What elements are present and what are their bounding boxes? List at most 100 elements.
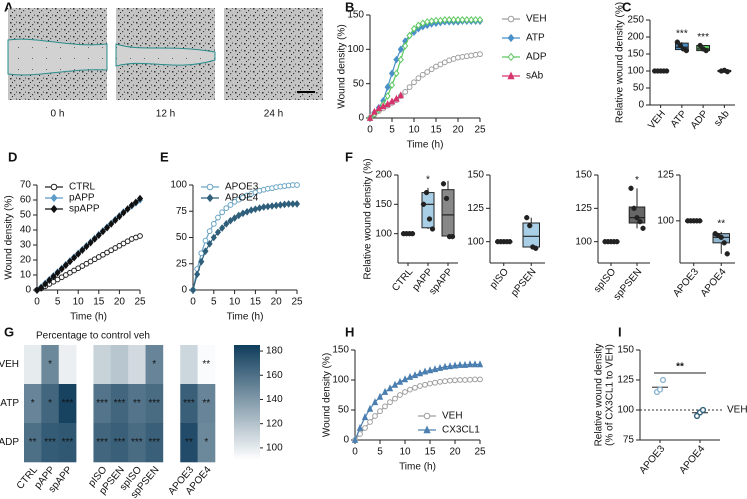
x-tick-label: 25 <box>474 125 486 136</box>
y-tick-label: 150 <box>375 199 392 210</box>
heat-cell <box>110 423 129 463</box>
marker <box>421 367 429 375</box>
marker <box>33 286 41 294</box>
legend-label: pAPP <box>69 193 95 204</box>
marker <box>384 92 391 100</box>
marker <box>431 365 439 373</box>
marker <box>507 33 515 43</box>
x-tick-label: 15 <box>93 297 105 308</box>
heat-cell <box>41 345 60 385</box>
marker <box>189 286 197 294</box>
row-label: ATP <box>0 398 19 409</box>
marker <box>467 376 473 383</box>
cell-stars: ** <box>133 398 141 409</box>
marker <box>397 45 404 54</box>
colorbar-tick-label: 140 <box>266 394 283 405</box>
cell-stars: * <box>152 359 156 370</box>
data-point <box>640 225 646 231</box>
marker <box>58 265 65 273</box>
heat-cell <box>145 384 164 424</box>
marker <box>227 202 234 208</box>
colorbar-tick-label: 180 <box>266 346 283 357</box>
y-tick-label: 125 <box>657 170 674 181</box>
marker <box>103 223 111 232</box>
marker <box>406 31 413 40</box>
marker <box>256 204 263 212</box>
marker <box>411 371 419 379</box>
data-point <box>663 68 670 74</box>
y-tick-label: 100 <box>627 66 644 77</box>
marker <box>476 16 484 24</box>
panel-letter: I <box>618 324 622 339</box>
x-tick-label: 10 <box>229 297 241 308</box>
marker <box>437 16 444 25</box>
x-tick-label: 5 <box>389 125 395 136</box>
marker <box>206 193 214 203</box>
x-tick-label: 5 <box>55 297 61 308</box>
data-point <box>614 239 620 245</box>
x-tick-label: pISO <box>488 266 511 291</box>
y-tick-label: 20 <box>20 255 32 266</box>
heat-cell <box>128 423 146 463</box>
heat-cell <box>93 345 112 385</box>
marker <box>406 372 414 380</box>
marker <box>437 378 443 385</box>
marker <box>476 360 484 368</box>
heat-cell <box>197 384 216 424</box>
significance: ** <box>676 362 684 373</box>
data-point <box>699 406 707 414</box>
marker <box>206 228 213 235</box>
marker <box>472 16 479 24</box>
y-tick-label: 0 <box>25 285 31 296</box>
marker <box>393 55 400 64</box>
data-point <box>631 205 637 211</box>
marker <box>397 392 403 398</box>
x-tick-label: 20 <box>452 125 464 136</box>
y-tick-label: 50 <box>20 210 32 221</box>
x-tick-label: APOE4 <box>699 266 729 299</box>
marker <box>293 200 301 208</box>
marker <box>223 205 230 212</box>
marker <box>422 381 428 388</box>
marker <box>507 52 515 62</box>
x-axis-label: Time (h) <box>407 140 444 151</box>
colorbar-tick-label: 100 <box>266 443 283 454</box>
marker <box>120 208 127 217</box>
cell-stars: *** <box>62 398 74 409</box>
cell-stars: ** <box>202 359 210 370</box>
marker <box>202 247 209 255</box>
row-label: ADP <box>0 437 19 448</box>
marker <box>384 100 391 108</box>
data-point <box>683 47 690 54</box>
y-tick-label: 150 <box>575 170 592 181</box>
marker <box>62 261 69 270</box>
data-point <box>718 234 724 240</box>
marker <box>50 272 57 281</box>
cell-stars: *** <box>148 437 160 448</box>
data-point <box>524 215 530 221</box>
marker <box>367 419 373 425</box>
cell-stars: *** <box>183 398 195 409</box>
marker <box>377 408 383 415</box>
x-tick-label: spPSEN <box>612 267 645 303</box>
marker <box>466 360 474 368</box>
marker <box>231 214 238 222</box>
marker <box>71 253 78 262</box>
x-tick-label: pPSEN <box>509 267 539 299</box>
marker <box>194 270 201 279</box>
x-tick-label: 0 <box>190 297 196 308</box>
x-axis-label: Time (h) <box>227 312 264 323</box>
data-point <box>628 185 634 191</box>
panel-letter: H <box>345 324 354 339</box>
marker <box>463 16 470 24</box>
y-tick-label: 0 <box>638 100 644 111</box>
marker <box>38 283 45 292</box>
marker <box>419 19 426 28</box>
marker <box>42 280 49 288</box>
marker <box>423 412 431 420</box>
data-point <box>703 47 709 54</box>
y-tick-label: 30 <box>20 240 32 251</box>
marker <box>227 216 234 225</box>
marker <box>424 69 431 75</box>
marker <box>397 91 404 99</box>
